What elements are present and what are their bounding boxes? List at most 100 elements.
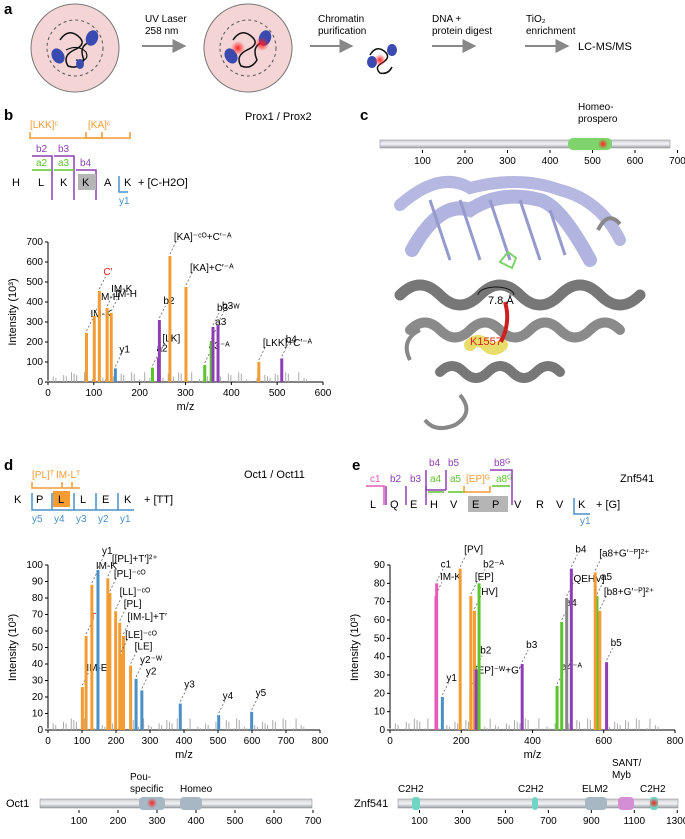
- chart-e-peak-leader-5: [470, 581, 478, 595]
- seq-e-10: K: [578, 499, 586, 511]
- chart-e-ytick-label: 60: [374, 615, 386, 626]
- frag-ep-g: [EP]ᴳ: [466, 474, 490, 485]
- frag-a5-e: a5: [450, 474, 462, 485]
- chart-d-peak-label-9: [LE]⁻ᶜᴼ: [125, 630, 157, 641]
- frag-b5-e: b5: [448, 458, 460, 469]
- chart-b-xtick-label: 200: [131, 388, 148, 399]
- znf541-axis-tick-label: 100: [411, 816, 428, 827]
- chart-e-ytick-label: 20: [374, 688, 386, 699]
- oct1-axis-tick-label: 500: [227, 816, 244, 827]
- chart-b-peak-label-5: y1: [119, 344, 130, 355]
- chart-b-ytick-label: 400: [26, 297, 43, 308]
- c2h2-label-1: C2H2: [398, 784, 424, 795]
- chart-d-peak-leader-6: [115, 597, 123, 610]
- znf541-protein-map: Znf541 C2H2 C2H2 ELM2 SANT/Myb C2H2 100 3…: [354, 758, 685, 827]
- frag-y1-d: y1: [120, 514, 131, 525]
- seq-e-7: V: [514, 499, 522, 511]
- chart-d-xtick-label: 400: [176, 736, 193, 747]
- chart-e-xlabel: m/z: [524, 749, 542, 761]
- chart-e-ytick-label: 30: [374, 670, 386, 681]
- frag-pl-t: [PL]ᵀ: [32, 470, 55, 481]
- chart-b-peak-leader-10: [185, 272, 193, 286]
- chart-b-ylabel: Intensity (10³): [7, 278, 19, 345]
- chart-b-peak-label-4: IM-H: [115, 289, 137, 300]
- chart-e-ytick-label: 0: [379, 725, 385, 736]
- chart-b-peak-label-7: [LK]: [162, 334, 180, 345]
- znf541-axis-tick-label: 700: [540, 816, 557, 827]
- seq-e-8: R: [536, 499, 544, 511]
- seq-e-2: E: [410, 499, 417, 511]
- chart-e-ytick-label: 50: [374, 633, 386, 644]
- seq-b-2: K: [60, 177, 68, 189]
- chart-e-peak-label-4: [EP]⁻ᵂ+G′: [475, 666, 521, 677]
- chart-e-ytick-label: 80: [374, 578, 386, 589]
- chart-b-xtick-label: 400: [223, 388, 240, 399]
- chart-b-peak-label-10: [KA]+C′⁻ᴬ: [190, 263, 234, 274]
- seq-d-mod: + [TT]: [144, 494, 173, 506]
- chart-d-peak-label-4: [[PL]+T′]²⁺: [112, 554, 158, 565]
- chart-d-peak-leader-10: [130, 651, 137, 664]
- chart-d-xtick-label: 200: [108, 736, 125, 747]
- chart-d-xtick-label: 300: [142, 736, 159, 747]
- chart-d-ytick-label: 0: [37, 725, 43, 736]
- chart-b-ytick-label: 300: [26, 317, 43, 328]
- chart-b-peak-label-6: a2: [157, 344, 169, 355]
- panel-label-e: e: [352, 457, 360, 474]
- oct1-axis-tick-label: 400: [188, 816, 205, 827]
- chart-b-ytick-label: 500: [26, 277, 43, 288]
- chart-d-peak-leader-7: [119, 608, 127, 621]
- chart-e-peak-leader-16: [599, 596, 607, 610]
- chart-d-peak-leader-5: [109, 578, 117, 592]
- chart-b-peak-leader-5: [115, 354, 122, 367]
- seq-d-1: P: [36, 494, 43, 506]
- chart-d-ytick-label: 20: [32, 692, 44, 703]
- znf541-axis-tick-label: 1300: [666, 816, 685, 827]
- prox-axis-tick-label: 200: [457, 156, 474, 167]
- prox-axis-tick-label: 300: [499, 156, 516, 167]
- chart-d-peak-leader-14: [218, 700, 226, 714]
- oct1-label: Oct1: [6, 798, 29, 810]
- homeo-label-oct1: Homeo: [180, 784, 213, 795]
- frag-iml-t: IM-Lᵀ: [56, 470, 81, 481]
- chart-e-xtick-label: 200: [453, 736, 470, 747]
- panel-label-a: a: [4, 1, 13, 18]
- chart-e-peak-label-13: b4: [575, 545, 587, 556]
- pou-label: Pou-specific: [130, 772, 163, 795]
- sant-myb-label: SANT/Myb: [612, 758, 642, 781]
- znf541-axis-tick-label: 300: [454, 816, 471, 827]
- workflow-step-tio2: TiO₂ enrichment: [526, 14, 576, 37]
- chart-e-peak-label-17: b5: [611, 638, 623, 649]
- chart-d-peak-label-2: IM-K: [96, 561, 117, 572]
- chart-b-peak-label-13: b3⁻ᵂ: [217, 303, 240, 314]
- chart-d-xtick-label: 0: [45, 736, 51, 747]
- chart-e-ytick-label: 90: [374, 560, 386, 571]
- chart-b-peak-leader-0: [86, 318, 93, 332]
- chart-b-peak-leader-2: [98, 276, 106, 290]
- znf541-axis-tick-label: 1100: [624, 816, 646, 827]
- prox-axis: 100 200 300 400 500 600 700: [414, 150, 685, 167]
- chart-e-peak-leader-15: [594, 558, 602, 571]
- chart-b-peak-label-12: a3: [215, 317, 227, 328]
- panel-label-c: c: [360, 107, 368, 124]
- nucleus-cell-1: [30, 3, 120, 93]
- chart-b-xtick-label: 0: [45, 388, 51, 399]
- workflow-step-digest: DNA + protein digest: [432, 14, 492, 37]
- homeoprospero-label: Homeo- prospero: [578, 102, 618, 125]
- panel-d-sequence: Oct1 / Oct11 [PL]ᵀ IM-Lᵀ K P L L E K + […: [14, 469, 305, 525]
- chart-d-peak-label-10: [LE]: [135, 642, 153, 653]
- chart-b-peak-label-3: IM-K: [111, 284, 132, 295]
- chart-b-peak-label-16: b4: [286, 334, 298, 345]
- chart-b-ytick-label: 200: [26, 337, 43, 348]
- chart-b-peak-leader-8: [159, 305, 166, 319]
- frag-b3-e: b3: [410, 474, 422, 485]
- seq-e-5: E: [472, 499, 479, 511]
- chart-d-peak-label-12: y2: [146, 666, 157, 677]
- frag-a3: a3: [58, 158, 70, 169]
- chart-e-peak-label-5: [EP]: [475, 572, 494, 583]
- panel-label-b: b: [4, 107, 13, 124]
- chart-b-ytick-label: 0: [37, 377, 43, 388]
- chart-d-ytick-label: 100: [26, 560, 43, 571]
- frag-a2: a2: [36, 158, 48, 169]
- prox-axis-tick-label: 700: [669, 156, 685, 167]
- seq-e-4: V: [450, 499, 458, 511]
